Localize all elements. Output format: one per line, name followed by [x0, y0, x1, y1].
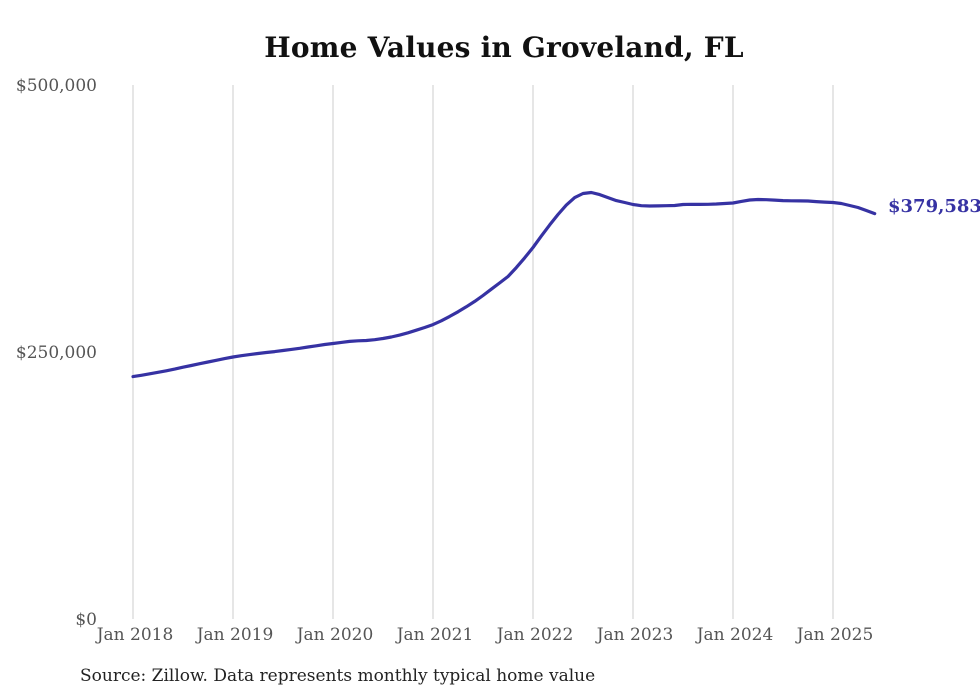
y-axis-tick-label: $500,000: [16, 76, 97, 96]
source-note: Source: Zillow. Data represents monthly …: [80, 666, 596, 686]
y-axis-tick-label: $0: [75, 610, 97, 630]
series-end-value-label: $379,583: [888, 196, 980, 217]
x-axis-tick-label: Jan 2023: [595, 625, 674, 645]
y-axis-tick-label: $250,000: [16, 343, 97, 363]
chart-title: Home Values in Groveland, FL: [264, 31, 744, 64]
x-axis-tick-label: Jan 2019: [195, 625, 274, 645]
x-axis-tick-label: Jan 2018: [95, 625, 174, 645]
x-axis-tick-label: Jan 2020: [295, 625, 374, 645]
x-axis-tick-label: Jan 2025: [795, 625, 874, 645]
x-axis-tick-label: Jan 2024: [695, 625, 774, 645]
home-value-line-series: [131, 190, 877, 379]
x-axis-tick-label: Jan 2021: [395, 625, 474, 645]
x-axis-tick-label: Jan 2022: [495, 625, 574, 645]
